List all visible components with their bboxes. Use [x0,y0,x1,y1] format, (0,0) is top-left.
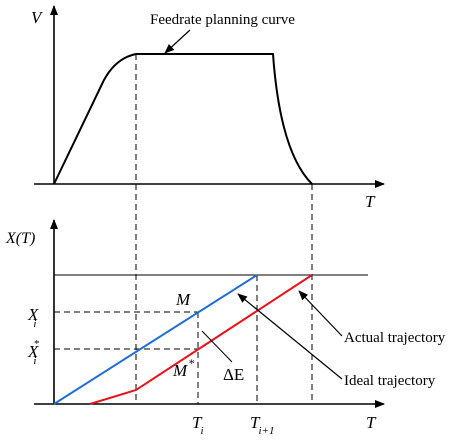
point-m-label: M [175,290,191,309]
bottom-x-axis-label: T [366,413,377,432]
top-x-axis-label: T [365,192,376,211]
top-y-axis-label: V [31,8,44,27]
delta-e-pointer-line [201,330,233,363]
actual-trajectory-line [89,274,313,405]
actual-trajectory-label: Actual trajectory [344,330,446,346]
point-m-star-label: M* [172,356,194,380]
bottom-y-axis-label: X(T) [5,230,35,247]
delta-e-label: ΔE [223,365,244,384]
actual-trajectory-pointer-arrow [298,290,343,337]
feedrate-planning-curve [53,53,313,185]
ideal-trajectory-pointer-arrow [237,293,343,380]
x-tick-ti1-label: Ti+1 [250,413,274,437]
x-tick-ti-label: Ti [192,413,204,437]
ideal-trajectory-line [53,274,258,405]
feedrate-curve-pointer-arrow [164,29,191,54]
bottom-plot: X(T) T M M* ΔE Xi Xi* Ti Ti+1 Actual tra… [5,219,446,437]
top-plot: V T Feedrate planning curve [31,5,385,211]
y-tick-xi-star-label: Xi* [27,338,39,367]
feedrate-curve-label: Feedrate planning curve [150,12,295,28]
vertical-guides [135,54,313,404]
ideal-trajectory-label: Ideal trajectory [344,373,436,389]
y-tick-xi-label: Xi [27,305,39,330]
